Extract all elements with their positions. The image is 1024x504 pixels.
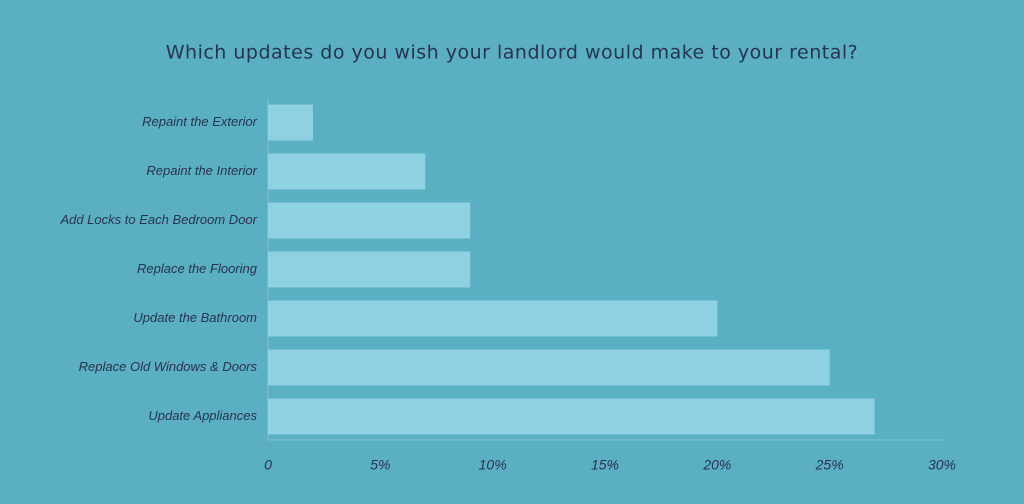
x-tick-label: 30% [928, 457, 956, 473]
x-tick-label: 5% [370, 457, 390, 473]
x-tick-label: 25% [815, 457, 844, 473]
x-tick-label: 15% [591, 457, 619, 473]
y-tick-label: Repaint the Exterior [142, 114, 258, 129]
bar [268, 251, 471, 288]
x-tick-label: 0 [264, 457, 272, 473]
bar [268, 349, 830, 386]
bar [268, 202, 471, 239]
bar [268, 104, 313, 141]
bar [268, 300, 718, 337]
y-tick-label: Update Appliances [148, 408, 257, 423]
bar [268, 153, 426, 190]
x-tick-label: 20% [702, 457, 731, 473]
y-tick-label: Replace the Flooring [137, 261, 258, 276]
y-tick-label: Replace Old Windows & Doors [79, 359, 258, 374]
y-tick-label: Add Locks to Each Bedroom Door [59, 212, 257, 227]
chart-title: Which updates do you wish your landlord … [166, 42, 859, 64]
y-tick-label: Update the Bathroom [133, 310, 257, 325]
bar [268, 398, 875, 435]
x-tick-label: 10% [479, 457, 507, 473]
y-tick-label: Repaint the Interior [146, 163, 257, 178]
